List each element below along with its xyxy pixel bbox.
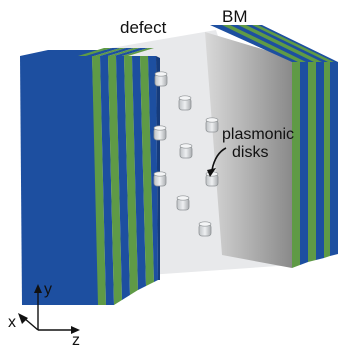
left-bragg-mirror bbox=[20, 48, 160, 305]
axis-y-label: y bbox=[44, 281, 52, 298]
axis-x-arrow bbox=[18, 313, 28, 324]
label-disks: disks bbox=[232, 144, 268, 161]
plasmonic-disk bbox=[176, 195, 190, 211]
axis-x-line bbox=[23, 317, 39, 331]
plasmonic-disk bbox=[154, 71, 168, 87]
plasmonic-disk bbox=[153, 125, 167, 141]
label-defect: defect bbox=[120, 18, 167, 37]
pointer-arrow-head bbox=[207, 168, 216, 177]
right-bragg-mirror bbox=[210, 25, 338, 268]
axis-z-arrow bbox=[71, 326, 80, 334]
left-mirror-front-face bbox=[20, 56, 100, 305]
plasmonic-disk bbox=[178, 95, 192, 111]
plasmonic-disk bbox=[179, 143, 193, 159]
label-bm: BM bbox=[222, 7, 248, 26]
label-plasmonic: plasmonic bbox=[222, 126, 294, 143]
axis-x-label: x bbox=[8, 314, 16, 331]
plasmonic-disk bbox=[205, 117, 219, 133]
defect-back-pane bbox=[205, 32, 292, 268]
plasmonic-disk bbox=[198, 221, 212, 237]
plasmonic-disk bbox=[153, 171, 167, 187]
coordinate-axes: y x z bbox=[8, 281, 80, 348]
axis-z-label: z bbox=[72, 332, 80, 348]
axis-y-arrow bbox=[34, 284, 42, 293]
pointer-arrow bbox=[211, 147, 227, 171]
